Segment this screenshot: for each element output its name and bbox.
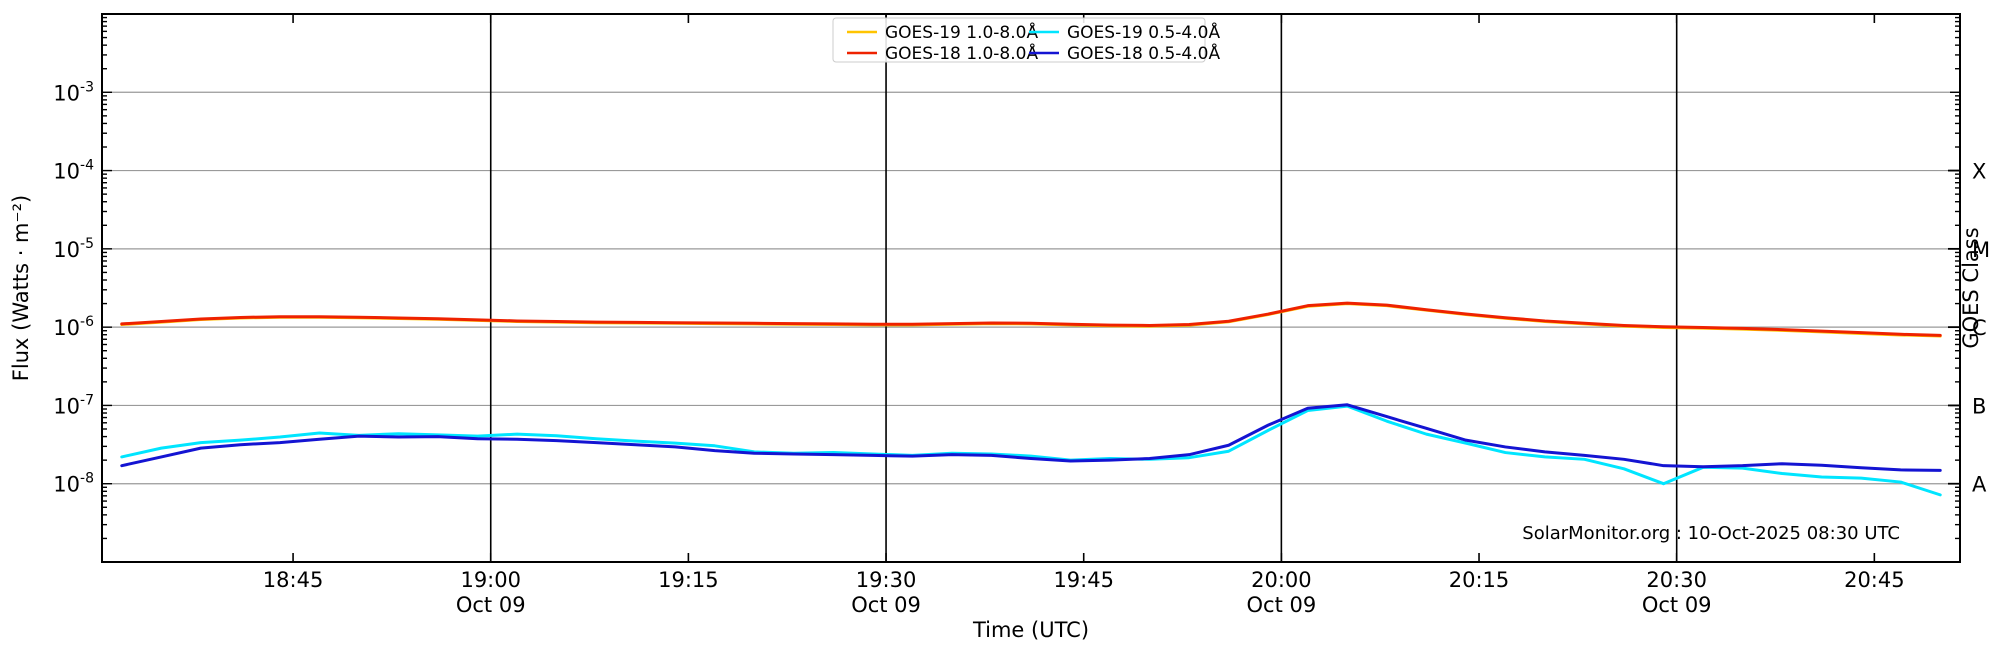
y-axis-title: Flux (Watts · m⁻²): [9, 195, 33, 381]
series-line-g18short: [120, 403, 1942, 472]
legend-label[interactable]: GOES-18 1.0-8.0Å: [885, 42, 1038, 64]
x-tick-label: 19:15: [658, 568, 719, 592]
legend-label[interactable]: GOES-19 0.5-4.0Å: [1067, 21, 1220, 43]
credit-annotation: SolarMonitor.org : 10-Oct-2025 08:30 UTC: [1522, 523, 1900, 544]
y-tick-label: 10-7: [53, 392, 94, 418]
x-tick-label: 19:45: [1053, 568, 1114, 592]
goes-class-label-C: C: [1972, 316, 1987, 340]
goes-class-label-M: M: [1972, 238, 1990, 262]
legend-label[interactable]: GOES-19 1.0-8.0Å: [885, 21, 1038, 43]
day-boundary-lines: [489, 14, 1678, 562]
x-tick-sublabel: Oct 09: [1642, 593, 1712, 617]
goes-class-label-B: B: [1972, 394, 1986, 418]
plot-frame: [101, 13, 1961, 563]
gridlines: [102, 91, 1960, 485]
x-tick-label: 20:00: [1251, 568, 1312, 592]
y-tick-label: 10-5: [53, 236, 94, 262]
y-tick-label: 10-8: [53, 471, 94, 497]
legend-label[interactable]: GOES-18 0.5-4.0Å: [1067, 42, 1220, 64]
y-tick-label: 10-6: [53, 314, 94, 340]
x-tick-sublabel: Oct 09: [456, 593, 526, 617]
x-tick-label: 19:00: [460, 568, 521, 592]
x-tick-label: 20:45: [1844, 568, 1905, 592]
x-tick-label: 18:45: [263, 568, 324, 592]
y-tick-label: 10-4: [53, 158, 94, 184]
x-tick-label: 20:30: [1646, 568, 1707, 592]
data-curves: [120, 301, 1942, 497]
legend[interactable]: GOES-19 1.0-8.0Å GOES-19 0.5-4.0ÅGOES-18 …: [832, 17, 1220, 64]
y-tick-labels: 10-3 10-4 10-5 10-6 10-7 10-8: [53, 79, 94, 496]
x-tick-sublabel: Oct 09: [1247, 593, 1317, 617]
x-axis-title: Time (UTC): [972, 618, 1089, 642]
series-line-g18long: [120, 301, 1942, 337]
goes-class-label-A: A: [1972, 473, 1987, 497]
x-tick-sublabel: Oct 09: [851, 593, 921, 617]
y-tick-label: 10-3: [53, 79, 94, 105]
x-tick-label: 19:30: [856, 568, 917, 592]
y2-axis-title: GOES Class: [1959, 227, 1983, 348]
goes-class-label-X: X: [1972, 160, 1986, 184]
goes-class-labels: X M C B A: [1948, 160, 1990, 497]
series-line-g19short: [120, 404, 1942, 497]
x-tick-label: 20:15: [1449, 568, 1510, 592]
